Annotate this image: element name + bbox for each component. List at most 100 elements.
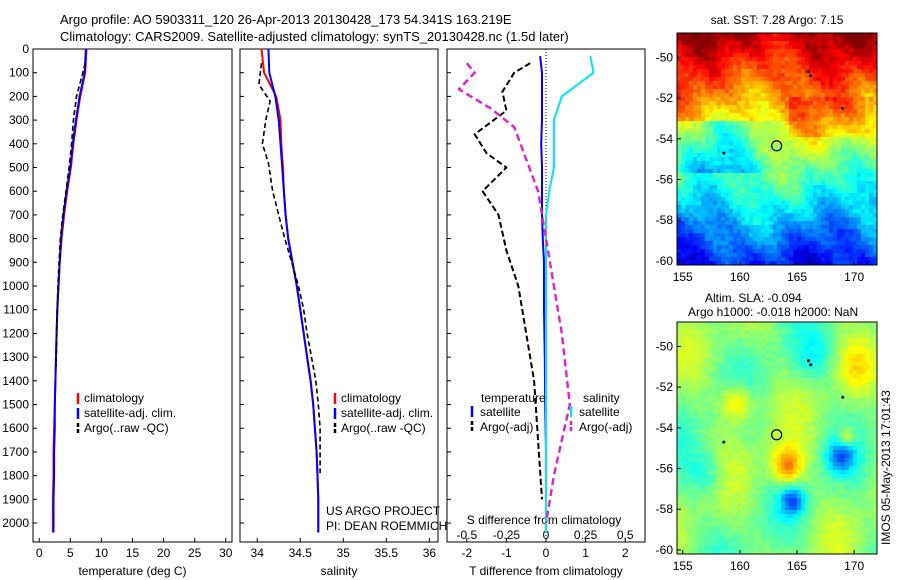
heatmap-cell — [849, 93, 854, 98]
heatmap-cell — [805, 418, 810, 423]
heatmap-cell — [681, 434, 686, 439]
heatmap-cell — [833, 334, 838, 339]
heatmap-cell — [701, 245, 706, 250]
heatmap-cell — [689, 446, 694, 451]
heatmap-cell — [861, 157, 866, 162]
heatmap-cell — [705, 37, 710, 42]
heatmap-cell — [873, 386, 877, 391]
heatmap-cell — [761, 185, 766, 190]
heatmap-cell — [853, 241, 858, 246]
heatmap-cell — [757, 101, 762, 106]
heatmap-cell — [825, 193, 830, 198]
heatmap-cell — [697, 334, 702, 339]
heatmap-cell — [829, 478, 834, 483]
heatmap-cell — [809, 137, 814, 142]
heatmap-cell — [813, 41, 818, 46]
heatmap-cell — [753, 165, 758, 170]
heatmap-cell — [725, 350, 730, 355]
heatmap-cell — [845, 237, 850, 242]
heatmap-cell — [685, 330, 690, 335]
heatmap-cell — [853, 161, 858, 166]
heatmap-cell — [697, 213, 702, 218]
heatmap-cell — [869, 121, 874, 126]
heatmap-cell — [769, 470, 774, 475]
heatmap-cell — [721, 197, 726, 202]
heatmap-cell — [861, 358, 866, 363]
heatmap-cell — [833, 386, 838, 391]
heatmap-cell — [865, 97, 870, 102]
heatmap-cell — [773, 65, 778, 70]
heatmap-cell — [753, 402, 758, 407]
heatmap-cell — [753, 342, 758, 347]
heatmap-cell — [873, 346, 877, 351]
heatmap-cell — [809, 37, 814, 42]
heatmap-cell — [701, 209, 706, 214]
heatmap-cell — [833, 181, 838, 186]
heatmap-cell — [841, 225, 846, 230]
heatmap-cell — [805, 366, 810, 371]
heatmap-cell — [761, 81, 766, 86]
heatmap-cell — [765, 177, 770, 182]
heatmap-cell — [717, 45, 722, 50]
heatmap-cell — [833, 346, 838, 351]
heatmap-cell — [869, 334, 874, 339]
heatmap-cell — [837, 474, 842, 479]
heatmap-cell — [813, 57, 818, 62]
heatmap-cell — [805, 233, 810, 238]
heatmap-cell — [677, 189, 682, 194]
heatmap-cell — [861, 418, 866, 423]
heatmap-cell — [689, 41, 694, 46]
heatmap-cell — [713, 374, 718, 379]
heatmap-cell — [773, 454, 778, 459]
heatmap-cell — [725, 213, 730, 218]
heatmap-cell — [781, 245, 786, 250]
heatmap-cell — [725, 322, 730, 327]
heatmap-cell — [869, 462, 874, 467]
heatmap-cell — [861, 350, 866, 355]
heatmap-cell — [825, 386, 830, 391]
heatmap-cell — [781, 322, 786, 327]
heatmap-cell — [869, 470, 874, 475]
heatmap-cell — [865, 398, 870, 403]
heatmap-cell — [745, 346, 750, 351]
heatmap-cell — [845, 41, 850, 46]
heatmap-cell — [821, 398, 826, 403]
heatmap-cell — [785, 366, 790, 371]
heatmap-cell — [745, 241, 750, 246]
heatmap-cell — [709, 462, 714, 467]
heatmap-cell — [849, 406, 854, 411]
heatmap-cell — [721, 53, 726, 58]
heatmap-cell — [829, 474, 834, 479]
heatmap-cell — [765, 77, 770, 82]
heatmap-cell — [721, 81, 726, 86]
heatmap-cell — [841, 237, 846, 242]
heatmap-cell — [725, 205, 730, 210]
heatmap-cell — [793, 334, 798, 339]
heatmap-cell — [721, 69, 726, 74]
heatmap-cell — [865, 430, 870, 435]
heatmap-cell — [773, 330, 778, 335]
heatmap-cell — [777, 354, 782, 359]
heatmap-cell — [749, 470, 754, 475]
heatmap-cell — [805, 466, 810, 471]
heatmap-cell — [705, 81, 710, 86]
heatmap-cell — [765, 322, 770, 327]
heatmap-cell — [737, 37, 742, 42]
heatmap-cell — [709, 458, 714, 463]
heatmap-cell — [865, 229, 870, 234]
heatmap-cell — [797, 257, 802, 262]
heatmap-cell — [769, 141, 774, 146]
heatmap-cell — [749, 45, 754, 50]
heatmap-cell — [813, 169, 818, 174]
heatmap-cell — [805, 37, 810, 42]
heatmap-cell — [761, 354, 766, 359]
heatmap-cell — [761, 65, 766, 70]
heatmap-cell — [677, 402, 682, 407]
heatmap-cell — [689, 249, 694, 254]
heatmap-cell — [721, 229, 726, 234]
heatmap-cell — [857, 213, 862, 218]
heatmap-cell — [709, 478, 714, 483]
heatmap-cell — [765, 482, 770, 487]
heatmap-cell — [737, 366, 742, 371]
heatmap-cell — [869, 438, 874, 443]
